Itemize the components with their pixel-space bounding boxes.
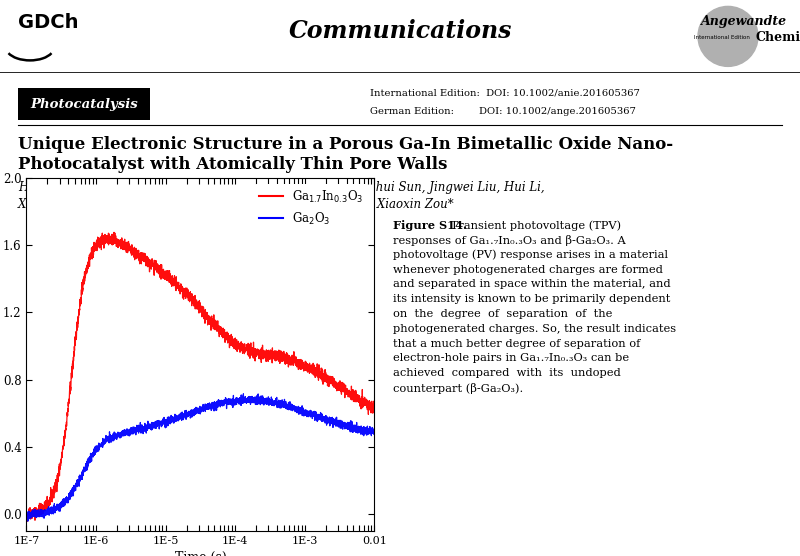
Text: Hui Chen⁺, Guangtao Yu⁺, Guo-Dong Li, Tengfeng Xie, Yuanhui Sun, Jingwei Liu, Hu: Hui Chen⁺, Guangtao Yu⁺, Guo-Dong Li, Te… [18, 181, 545, 194]
Text: Angewandte: Angewandte [701, 15, 787, 28]
Text: responses of Ga₁.₇In₀.₃O₃ and β-Ga₂O₃. A: responses of Ga₁.₇In₀.₃O₃ and β-Ga₂O₃. A [393, 235, 626, 246]
Text: whenever photogenerated charges are formed: whenever photogenerated charges are form… [393, 265, 663, 275]
Text: photogenerated charges. So, the result indicates: photogenerated charges. So, the result i… [393, 324, 676, 334]
Legend: Ga$_{1.7}$In$_{0.3}$O$_3$, Ga$_2$O$_3$: Ga$_{1.7}$In$_{0.3}$O$_3$, Ga$_2$O$_3$ [254, 184, 369, 231]
Text: Xuri Huang, Dejun Wang, Tewodros Asefa,* Wei Chen,* and Xiaoxin Zou*: Xuri Huang, Dejun Wang, Tewodros Asefa,*… [18, 198, 454, 211]
Text: Figure S14.: Figure S14. [393, 220, 467, 231]
Text: and separated in space within the material, and: and separated in space within the materi… [393, 280, 670, 290]
Text: Photocatalyst with Atomically Thin Pore Walls: Photocatalyst with Atomically Thin Pore … [18, 156, 447, 173]
Text: achieved  compared  with  its  undoped: achieved compared with its undoped [393, 368, 621, 378]
Text: Photocatalysis: Photocatalysis [30, 98, 138, 111]
Text: Chemie: Chemie [756, 31, 800, 44]
Text: on  the  degree  of  separation  of  the: on the degree of separation of the [393, 309, 612, 319]
Text: GDCh: GDCh [18, 13, 78, 32]
Text: Communications: Communications [288, 19, 512, 43]
Text: International Edition:  DOI: 10.1002/anie.201605367: International Edition: DOI: 10.1002/anie… [370, 89, 640, 98]
Text: its intensity is known to be primarily dependent: its intensity is known to be primarily d… [393, 294, 670, 304]
Text: electron-hole pairs in Ga₁.₇In₀.₃O₃ can be: electron-hole pairs in Ga₁.₇In₀.₃O₃ can … [393, 354, 629, 364]
Text: counterpart (β-Ga₂O₃).: counterpart (β-Ga₂O₃). [393, 383, 523, 394]
Text: photovoltage (PV) response arises in a material: photovoltage (PV) response arises in a m… [393, 250, 668, 260]
Circle shape [698, 7, 758, 66]
Text: that a much better degree of separation of: that a much better degree of separation … [393, 339, 640, 349]
Text: International Edition: International Edition [694, 35, 750, 40]
Text: Unique Electronic Structure in a Porous Ga-In Bimetallic Oxide Nano-: Unique Electronic Structure in a Porous … [18, 136, 673, 153]
Text: Transient photovoltage (TPV): Transient photovoltage (TPV) [447, 220, 621, 231]
FancyBboxPatch shape [18, 88, 150, 120]
Text: German Edition:        DOI: 10.1002/ange.201605367: German Edition: DOI: 10.1002/ange.201605… [370, 107, 636, 116]
X-axis label: Time (s): Time (s) [174, 552, 226, 556]
